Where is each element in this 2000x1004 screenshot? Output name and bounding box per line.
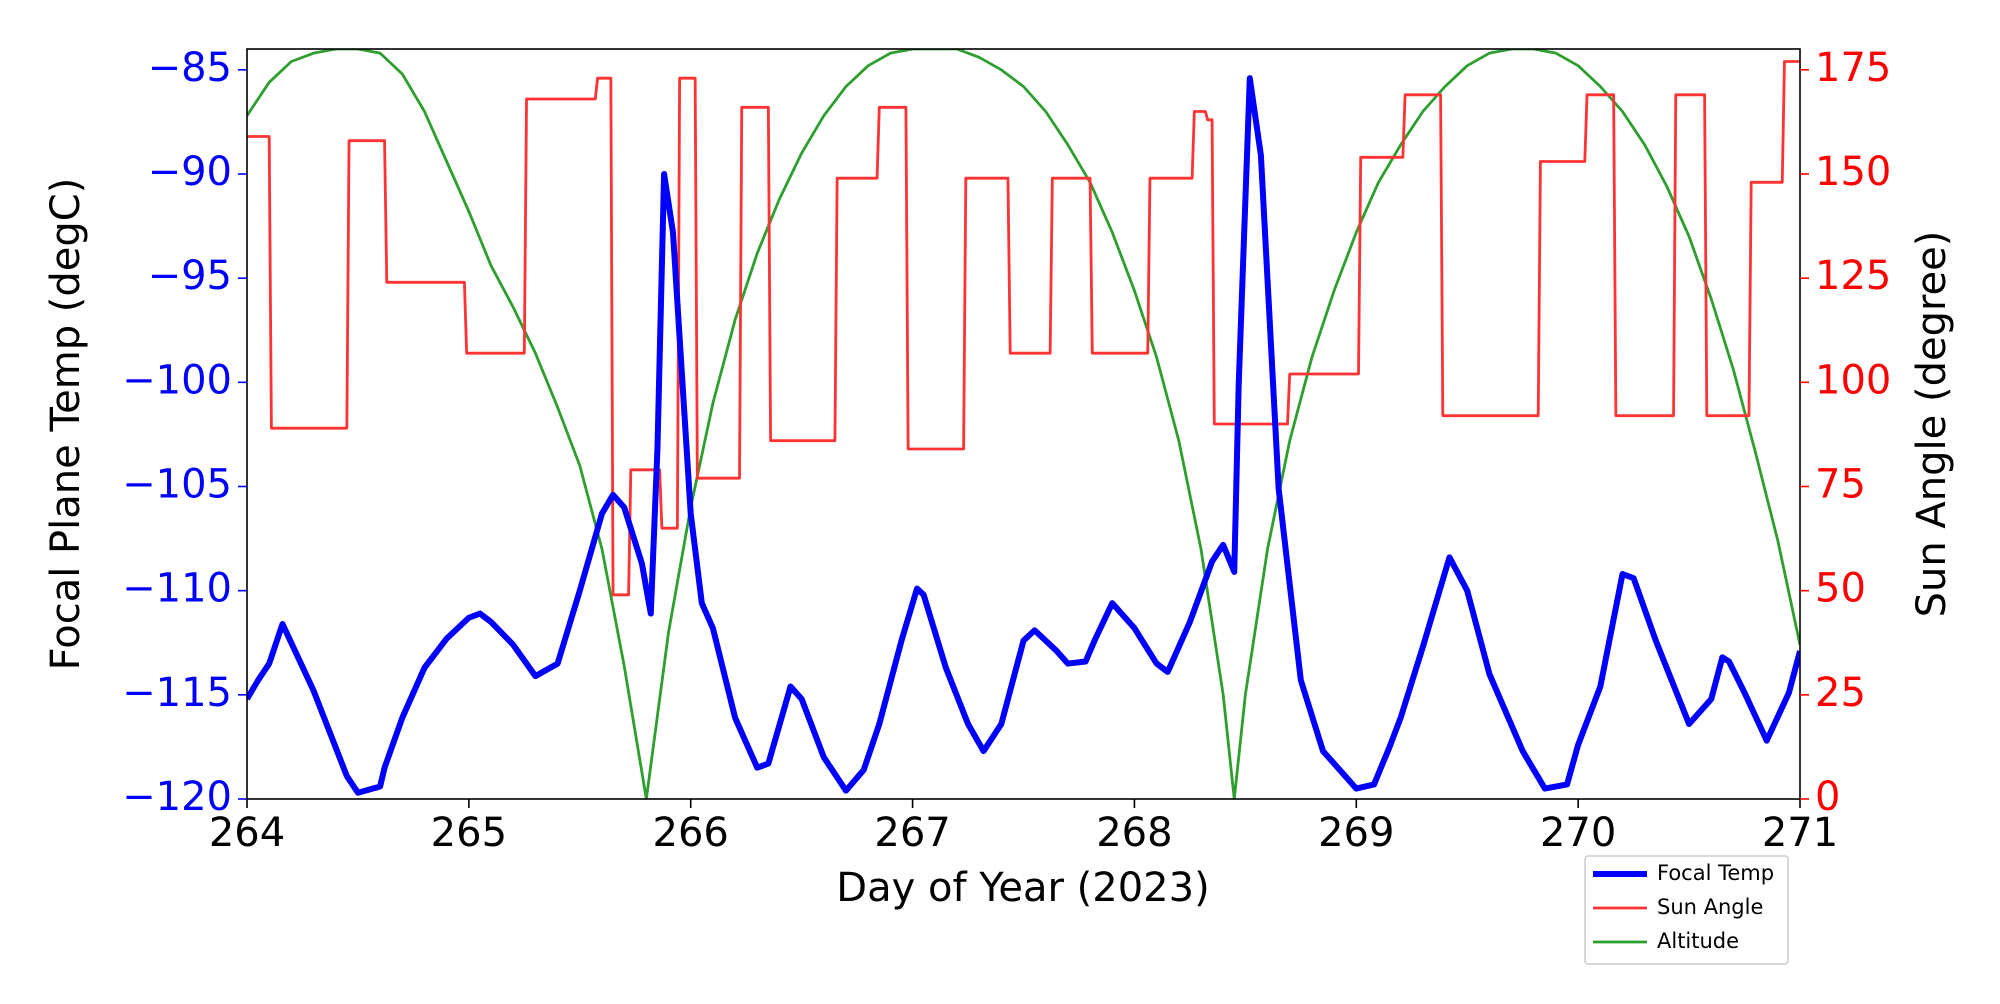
legend-label: Altitude <box>1657 929 1739 953</box>
y-tick-label: −120 <box>122 774 232 820</box>
series-line <box>247 60 1800 597</box>
y2-axis-label: Sun Angle (degree) <box>1909 231 1955 618</box>
y-axis-label: Focal Plane Temp (degC) <box>43 178 89 671</box>
y2-tick-label: 25 <box>1815 670 1866 716</box>
x-tick-label: 269 <box>1318 810 1394 856</box>
y-tick-label: −110 <box>122 566 232 612</box>
y-tick-label: −105 <box>122 462 232 508</box>
x-tick-label: 267 <box>874 810 950 856</box>
y2-tick-label: 100 <box>1815 357 1891 403</box>
y-tick-label: −100 <box>122 357 232 403</box>
x-axis-label: Day of Year (2023) <box>836 865 1209 911</box>
x-tick-label: 270 <box>1540 810 1616 856</box>
legend-label: Focal Temp <box>1657 861 1774 885</box>
y2-tick-label: 75 <box>1815 462 1866 508</box>
x-tick-label: 266 <box>653 810 729 856</box>
y2-tick-label: 175 <box>1815 45 1891 91</box>
y-tick-label: −115 <box>122 670 232 716</box>
y2-tick-label: 0 <box>1815 774 1840 820</box>
x-tick-label: 271 <box>1762 810 1838 856</box>
y-tick-label: −95 <box>148 253 232 299</box>
legend: Focal Temp Sun Angle Altitude <box>1584 855 1789 965</box>
y2-tick-label: 125 <box>1815 253 1891 299</box>
x-tick-label: 264 <box>209 810 285 856</box>
x-tick-label: 268 <box>1096 810 1172 856</box>
plot-frame <box>246 48 1801 800</box>
legend-box <box>1584 855 1789 965</box>
y2-tick-label: 50 <box>1815 566 1866 612</box>
series-line <box>247 75 1800 796</box>
x-tick-label: 265 <box>431 810 507 856</box>
y2-tick-label: 150 <box>1815 149 1891 195</box>
y-tick-label: −85 <box>148 45 232 91</box>
legend-label: Sun Angle <box>1657 895 1763 919</box>
y-tick-label: −90 <box>148 149 232 195</box>
